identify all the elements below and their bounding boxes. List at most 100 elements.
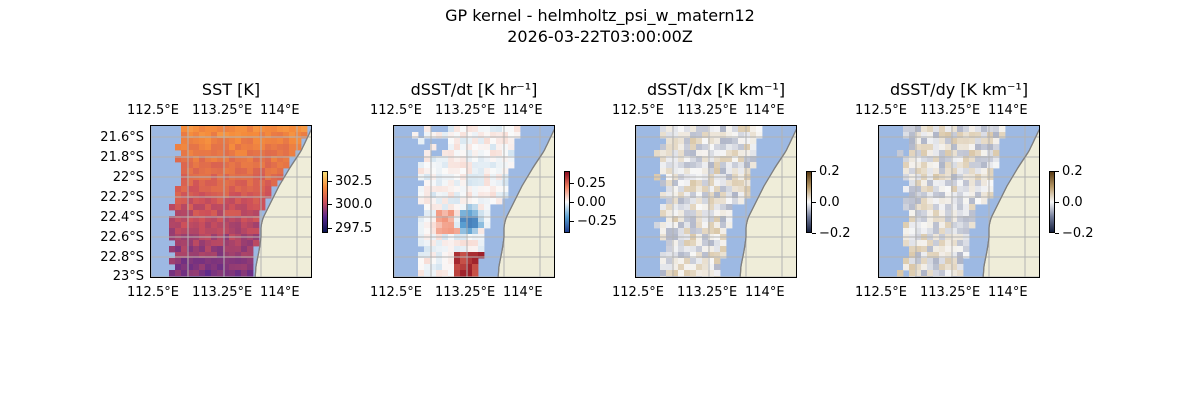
data-cell <box>235 246 242 253</box>
data-cell <box>484 186 491 193</box>
data-cell <box>963 150 970 157</box>
data-cell <box>714 276 721 277</box>
data-cell <box>181 228 188 235</box>
data-cell <box>454 144 461 151</box>
data-cell <box>927 270 934 277</box>
data-cell <box>951 216 958 223</box>
data-cell <box>909 168 916 175</box>
data-cell <box>508 126 515 133</box>
data-cell <box>229 270 236 277</box>
data-cell <box>921 192 928 199</box>
data-cell <box>672 132 679 139</box>
data-cell <box>915 132 922 139</box>
data-cell <box>253 150 260 157</box>
data-cell <box>720 246 727 253</box>
data-cell <box>247 204 254 211</box>
data-cell <box>187 252 194 259</box>
data-cell <box>193 216 200 223</box>
data-cell <box>660 162 667 169</box>
data-cell <box>259 162 266 169</box>
data-cell <box>472 192 479 199</box>
data-cell <box>478 144 485 151</box>
data-cell <box>921 126 928 133</box>
data-cell <box>732 168 739 175</box>
data-cell <box>187 192 194 199</box>
data-cell <box>672 252 679 259</box>
data-cell <box>508 156 515 163</box>
data-cell <box>454 186 461 193</box>
data-cell <box>726 162 733 169</box>
data-cell <box>424 216 431 223</box>
data-cell <box>454 132 461 139</box>
data-cell <box>678 228 685 235</box>
data-cell <box>283 150 290 157</box>
data-cell <box>714 204 721 211</box>
data-cell <box>211 228 218 235</box>
data-cell <box>175 186 182 193</box>
data-cell <box>975 186 982 193</box>
data-cell <box>454 138 461 145</box>
data-cell <box>756 132 763 139</box>
data-cell <box>217 204 224 211</box>
data-cell <box>247 192 254 199</box>
data-cell <box>909 186 916 193</box>
data-cell <box>460 138 467 145</box>
data-cell <box>181 252 188 259</box>
data-cell <box>472 186 479 193</box>
data-cell <box>690 276 697 277</box>
data-cell <box>289 150 296 157</box>
data-cell <box>484 168 491 175</box>
data-cell <box>466 162 473 169</box>
data-cell <box>684 192 691 199</box>
data-cell <box>253 198 260 205</box>
data-cell <box>927 180 934 187</box>
data-cell <box>205 276 212 277</box>
colorbar-tick <box>328 181 332 182</box>
colorbar-tick-label: 0.0 <box>1062 195 1083 210</box>
data-cell <box>205 144 212 151</box>
data-cell <box>211 192 218 199</box>
data-cell <box>235 138 242 145</box>
y-tick: 22°S <box>112 170 144 185</box>
data-cell <box>229 258 236 265</box>
data-cell <box>738 156 745 163</box>
data-cell <box>460 228 467 235</box>
data-cell <box>720 168 727 175</box>
x-tick-top: 112.5°E <box>612 103 664 118</box>
data-cell <box>987 150 994 157</box>
data-cell <box>714 252 721 259</box>
data-cell <box>448 144 455 151</box>
data-cell <box>211 198 218 205</box>
data-cell <box>205 126 212 133</box>
data-cell <box>217 240 224 247</box>
data-cell <box>430 228 437 235</box>
data-cell <box>187 246 194 253</box>
data-cell <box>969 222 976 229</box>
data-cell <box>418 258 425 265</box>
data-cell <box>181 270 188 277</box>
data-cell <box>672 258 679 265</box>
data-cell <box>478 126 485 133</box>
data-cell <box>933 258 940 265</box>
data-cell <box>957 132 964 139</box>
data-cell <box>678 180 685 187</box>
data-cell <box>666 264 673 271</box>
data-cell <box>484 204 491 211</box>
data-cell <box>993 144 1000 151</box>
data-cell <box>205 222 212 229</box>
panel-title-4: dSST/dy [K km⁻¹] <box>889 80 1029 99</box>
data-cell <box>187 150 194 157</box>
data-cell <box>666 126 673 133</box>
data-cell <box>181 186 188 193</box>
data-cell <box>442 246 449 253</box>
data-cell <box>199 198 206 205</box>
data-cell <box>454 162 461 169</box>
data-cell <box>957 210 964 217</box>
data-cell <box>271 144 278 151</box>
data-cell <box>684 246 691 253</box>
data-cell <box>957 192 964 199</box>
data-cell <box>672 138 679 145</box>
data-cell <box>289 138 296 145</box>
data-cell <box>957 138 964 145</box>
data-cell <box>720 150 727 157</box>
